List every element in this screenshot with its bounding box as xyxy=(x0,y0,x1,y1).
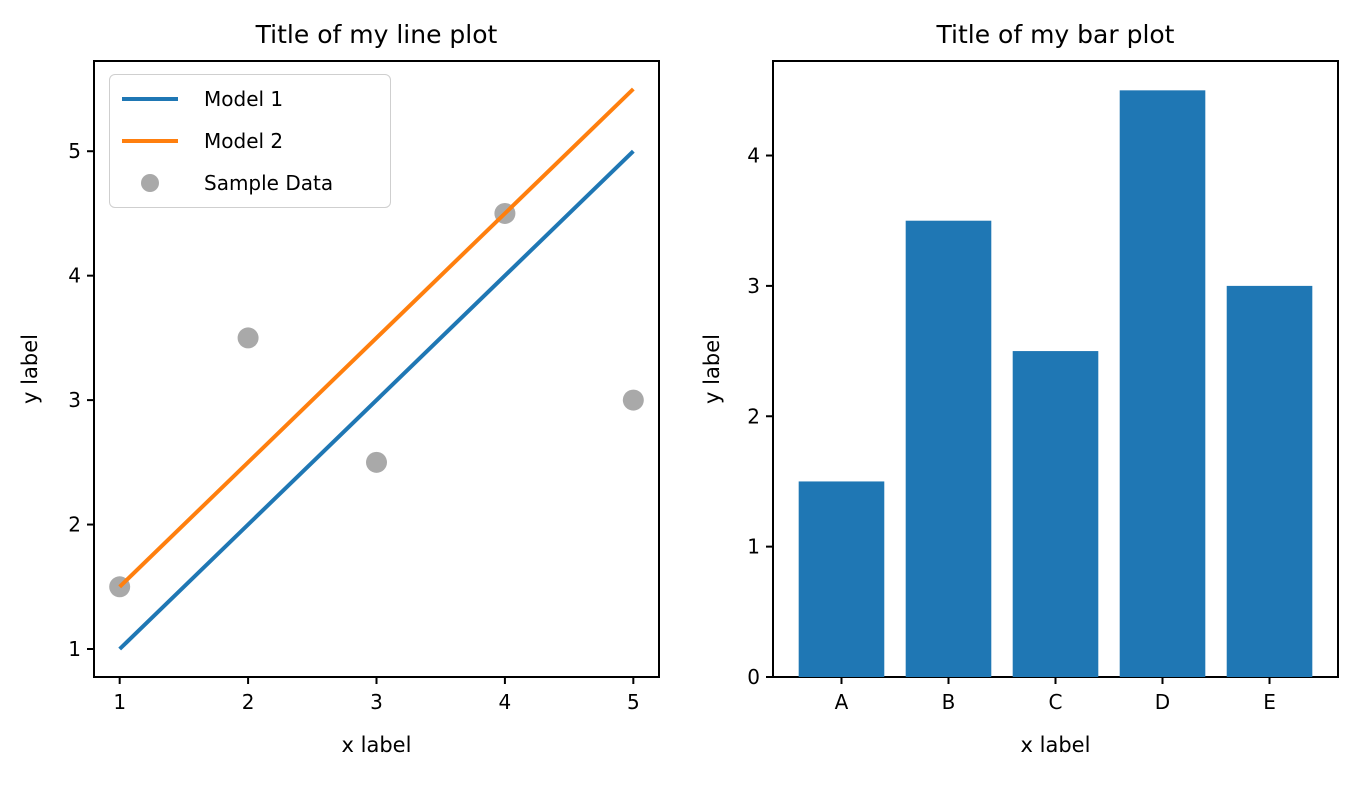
line-plot-y-tick-label: 2 xyxy=(68,513,81,537)
line-plot-x-tick-label: 4 xyxy=(499,690,512,714)
bar-d xyxy=(1119,90,1206,678)
line-plot-axes: 1 2 3 4 5 1 2 3 4 5 xyxy=(68,60,660,714)
legend-entry-sample-data: Sample Data xyxy=(122,162,378,204)
bar-plot-x-tick-label: C xyxy=(1049,690,1063,714)
scatter-point xyxy=(366,451,387,473)
line-plot-x-tick-label: 2 xyxy=(242,690,255,714)
bar-plot-y-tick-label: 2 xyxy=(747,404,760,428)
bar-plot-title: Title of my bar plot xyxy=(936,20,1175,49)
bar-plot-axes: A B C D E 0 1 2 3 4 xyxy=(747,60,1339,714)
legend: Model 1 Model 2 Sample Data xyxy=(109,74,391,208)
legend-label: Model 1 xyxy=(204,87,284,111)
bar-b xyxy=(905,220,992,677)
bar-plot-x-tick-label: D xyxy=(1155,690,1170,714)
bar-plot-x-tick-label: E xyxy=(1263,690,1276,714)
line-plot-x-tick-label: 1 xyxy=(113,690,126,714)
line-plot-title: Title of my line plot xyxy=(255,20,498,49)
line-plot-y-tick-label: 4 xyxy=(68,264,81,288)
bar-e xyxy=(1226,285,1313,677)
bar-plot-x-tick-label: B xyxy=(942,690,956,714)
line-plot-ylabel: y label xyxy=(18,334,42,404)
line-plot-y-tick-label: 5 xyxy=(68,139,81,163)
bar-plot-xlabel: x label xyxy=(1020,733,1091,757)
legend-label: Sample Data xyxy=(204,171,334,195)
bar-c xyxy=(1012,351,1099,677)
bar-a xyxy=(798,481,885,677)
line-swatch-icon xyxy=(122,97,178,101)
line-plot-x-tick-label: 5 xyxy=(627,690,640,714)
model-1-line xyxy=(118,149,635,651)
line-plot-xlabel: x label xyxy=(341,733,412,757)
legend-line-swatch xyxy=(122,97,178,101)
model-2-line xyxy=(118,87,635,589)
bar-plot-y-tick-label: 4 xyxy=(747,144,760,168)
bar-plot-ylabel: y label xyxy=(700,334,724,404)
legend-entry-model-1: Model 1 xyxy=(122,78,378,120)
legend-dot-swatch xyxy=(122,174,178,192)
line-plot-x-tick-label: 3 xyxy=(370,690,383,714)
line-plot-y-tick-label: 1 xyxy=(68,637,81,661)
legend-line-swatch xyxy=(122,139,178,143)
line-plot-y-tick-label: 3 xyxy=(68,388,81,412)
line-swatch-icon xyxy=(122,139,178,143)
legend-label: Model 2 xyxy=(204,129,284,153)
bar-plot-y-tick-label: 3 xyxy=(747,274,760,298)
bar-plot-x-tick-label: A xyxy=(835,690,849,714)
dot-swatch-icon xyxy=(141,174,159,192)
bar-plot-y-tick-label: 1 xyxy=(747,535,760,559)
bar-plot-y-tick-label: 0 xyxy=(747,665,760,689)
scatter-point xyxy=(622,389,644,411)
legend-entry-model-2: Model 2 xyxy=(122,120,378,162)
scatter-point xyxy=(237,327,259,349)
